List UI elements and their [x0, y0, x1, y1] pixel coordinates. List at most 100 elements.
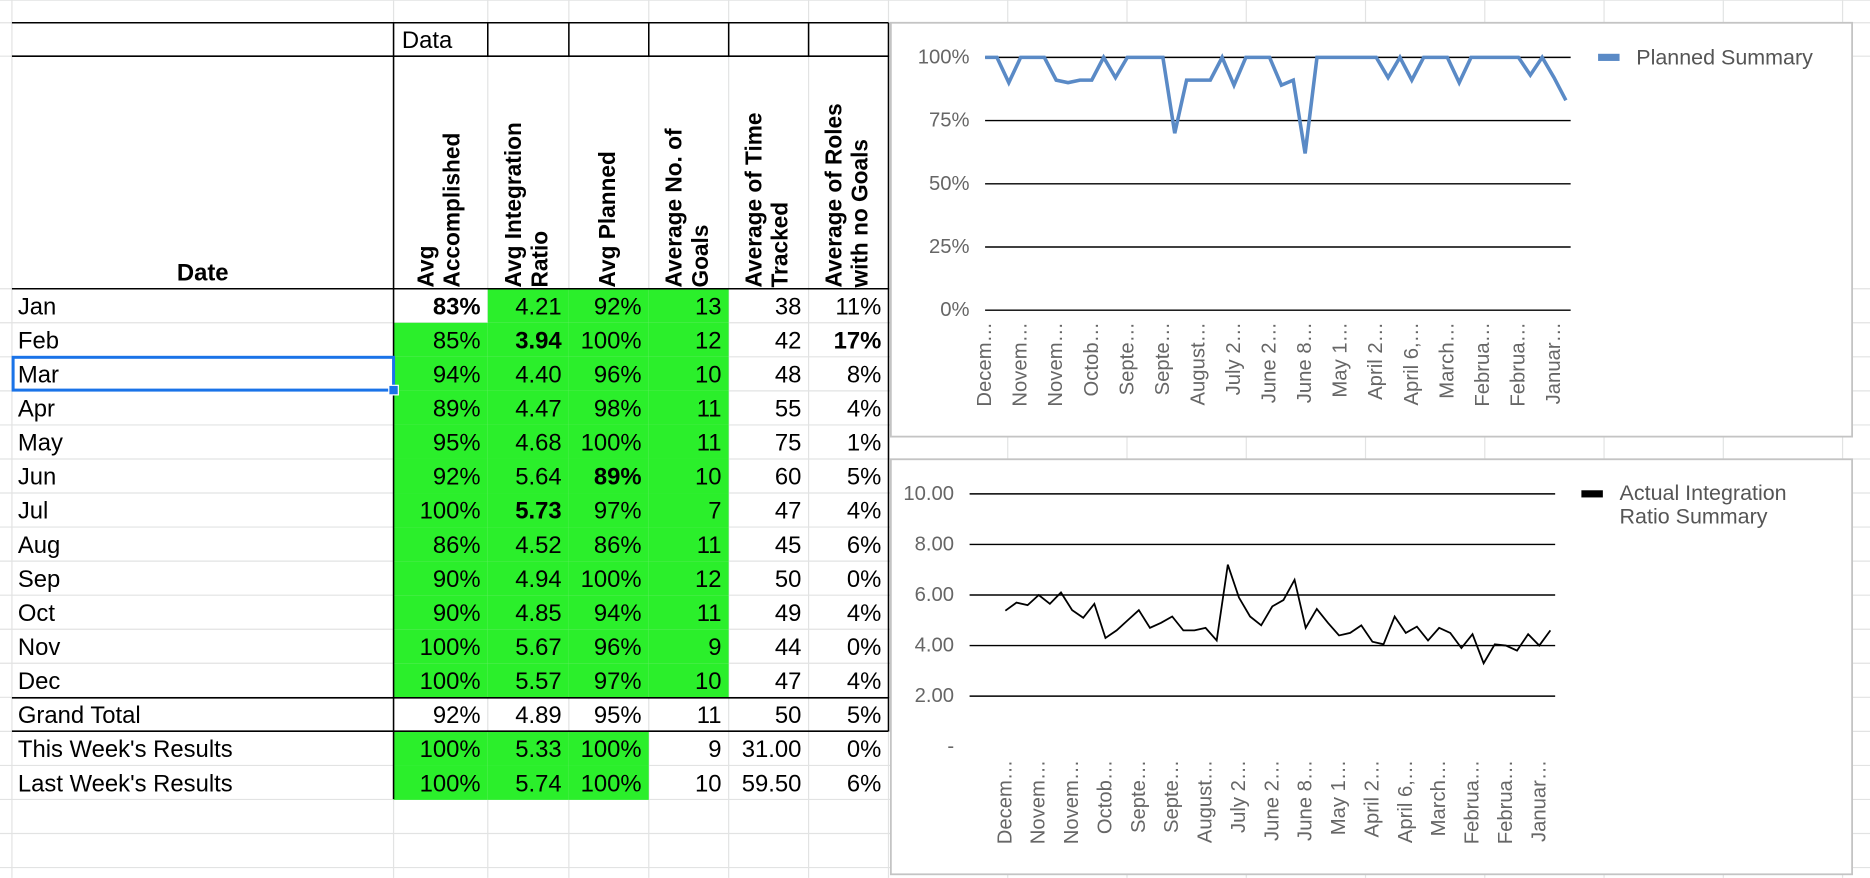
- cell-highlight: [487, 595, 569, 630]
- x-tick-label: July 2…: [1223, 322, 1245, 395]
- cell-highlight: [568, 390, 649, 425]
- cell-value: 4.85: [515, 600, 561, 627]
- cell-value: 100%: [581, 430, 642, 457]
- data-line: [985, 53, 1568, 154]
- cell-value: 94%: [594, 600, 642, 627]
- x-tick-label: June 2…: [1261, 760, 1283, 841]
- cell-value: 11: [697, 396, 722, 423]
- cell-highlight: [487, 356, 569, 391]
- cell-value: 10: [695, 770, 722, 797]
- cell-value: 5.73: [515, 498, 561, 525]
- x-tick-label: Octob…: [1081, 322, 1103, 396]
- column-header: Average of Time Tracked: [742, 112, 794, 288]
- row-header: Date: [177, 260, 229, 287]
- cell-value: 100%: [420, 498, 481, 525]
- column-header: Average of Roles with no Goals: [822, 103, 874, 288]
- cell-value: 85%: [433, 327, 481, 354]
- x-tick-label: August…: [1187, 322, 1209, 405]
- cell-value: 47: [775, 668, 802, 695]
- cell-value: 10: [695, 464, 722, 491]
- cell-value: 94%: [433, 362, 481, 389]
- y-tick-label: 4.00: [915, 635, 954, 657]
- cell-value: 100%: [581, 327, 642, 354]
- column-header: Avg Integration Ratio: [502, 122, 554, 288]
- pivot-label: Data: [402, 27, 453, 54]
- cell-highlight: [568, 424, 649, 459]
- x-tick-label: Decem…: [974, 322, 996, 406]
- cell-value: 100%: [420, 634, 481, 661]
- cell-value: 95%: [433, 430, 481, 457]
- cell-highlight: [648, 424, 729, 459]
- cell-value: 5.33: [515, 736, 561, 763]
- cell-highlight: [487, 663, 569, 698]
- x-tick-label: June 2…: [1259, 322, 1281, 403]
- cell-value: 6%: [847, 770, 881, 797]
- cell-highlight: [487, 458, 569, 494]
- legend-label: Planned Summary: [1636, 45, 1813, 70]
- cell-highlight: [648, 663, 729, 698]
- cell-value: 100%: [420, 668, 481, 695]
- cell-highlight: [487, 765, 569, 800]
- column-header-box: Avg Planned: [596, 151, 621, 287]
- cell-value: 92%: [433, 702, 481, 729]
- cell-value: 100%: [420, 770, 481, 797]
- cell-value: 5.57: [515, 668, 561, 695]
- cell-highlight: [648, 356, 729, 391]
- cell-value: 86%: [594, 532, 642, 559]
- y-tick-label: 6.00: [915, 584, 954, 606]
- cell-value: 4.40: [515, 362, 561, 389]
- cell-value: 10: [695, 668, 722, 695]
- cell-value: 11: [697, 702, 722, 729]
- cell-value: 83%: [433, 293, 481, 320]
- cell-highlight: [648, 561, 729, 596]
- x-tick-label: Octob…: [1094, 760, 1116, 834]
- cell-value: 8%: [847, 362, 881, 389]
- cell-value: 96%: [594, 634, 642, 661]
- row-label: Jun: [18, 464, 56, 491]
- cell-value: 95%: [594, 702, 642, 729]
- cell-highlight: [393, 765, 488, 800]
- cell-value: 11%: [835, 293, 881, 320]
- cell-value: 100%: [581, 566, 642, 593]
- cell-highlight: [568, 595, 649, 630]
- x-tick-label: Januar…: [1543, 322, 1565, 404]
- cell-highlight: [487, 731, 569, 766]
- row-label: Last Week's Results: [18, 770, 233, 797]
- row-label: This Week's Results: [18, 736, 233, 763]
- row-label: Jan: [18, 293, 56, 320]
- x-tick-label: Novem…: [1061, 760, 1083, 844]
- x-tick-label: Februa…: [1462, 760, 1484, 844]
- row-label: Apr: [18, 396, 55, 423]
- cell-value: 75: [775, 430, 802, 457]
- column-header-box: Avg Integration Ratio: [488, 59, 569, 288]
- x-tick-label: August…: [1195, 760, 1217, 843]
- cell-highlight: [487, 322, 569, 357]
- cell-value: 4%: [847, 498, 881, 525]
- column-header-wrap: Average of Time Tracked: [729, 59, 809, 288]
- row-label: Oct: [18, 600, 55, 627]
- cell-value: 100%: [581, 770, 642, 797]
- column-header-box: Avg Accomplished: [414, 133, 465, 288]
- cell-value: 89%: [594, 464, 642, 491]
- x-tick-label: Septe…: [1152, 322, 1174, 395]
- cell-value: 97%: [594, 668, 642, 695]
- cell-value: 55: [775, 396, 802, 423]
- row-label: Feb: [18, 327, 59, 354]
- cell-value: 11: [697, 532, 722, 559]
- row-label: Nov: [18, 634, 60, 661]
- cell-highlight: [487, 629, 569, 664]
- row-label: Grand Total: [18, 702, 141, 729]
- cell-value: 1%: [847, 430, 881, 457]
- cell-value: 4.52: [515, 532, 561, 559]
- cell-value: 42: [775, 327, 802, 354]
- cell-highlight: [393, 663, 488, 698]
- cell-value: 12: [695, 566, 722, 593]
- column-header-wrap: Avg Integration Ratio: [488, 59, 569, 288]
- cell-value: 0%: [847, 736, 881, 763]
- cell-highlight: [487, 527, 569, 562]
- y-tick-label: 2.00: [915, 685, 954, 707]
- chart-frame: [889, 21, 1854, 438]
- cell-value: 89%: [433, 396, 481, 423]
